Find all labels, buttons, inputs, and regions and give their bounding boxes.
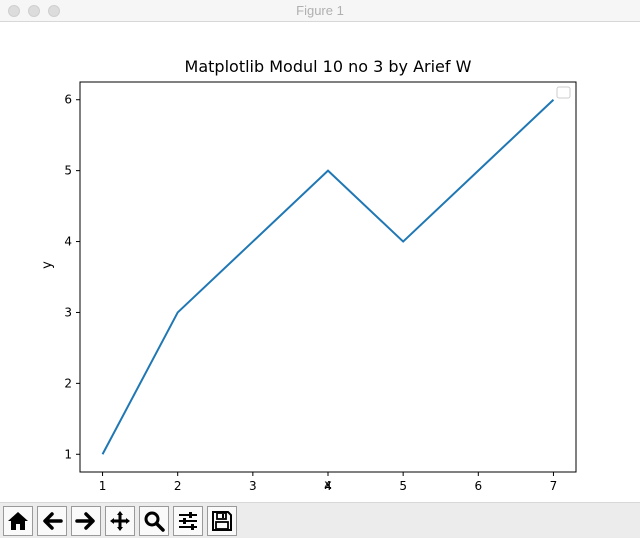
title-bar: Figure 1	[0, 0, 640, 22]
save-button[interactable]	[207, 506, 237, 536]
home-button[interactable]	[3, 506, 33, 536]
x-tick-label: 4	[324, 479, 332, 493]
pan-icon	[110, 511, 130, 531]
y-tick-label: 6	[64, 93, 72, 107]
save-icon	[212, 511, 232, 531]
chart-title: Matplotlib Modul 10 no 3 by Arief W	[185, 57, 472, 76]
navigation-toolbar	[0, 502, 640, 538]
legend-box	[556, 86, 571, 99]
zoom-icon	[144, 511, 165, 532]
y-tick-label: 2	[64, 376, 72, 390]
x-tick-label: 3	[249, 479, 257, 493]
x-tick-label: 1	[99, 479, 107, 493]
home-icon	[8, 512, 28, 530]
x-tick-label: 6	[474, 479, 482, 493]
back-arrow-icon	[43, 512, 63, 530]
x-tick-label: 2	[174, 479, 182, 493]
x-tick-label: 7	[550, 479, 558, 493]
close-window-button[interactable]	[8, 5, 20, 17]
forward-arrow-icon	[75, 512, 95, 530]
figure-canvas[interactable]: Matplotlib Modul 10 no 3 by Arief W 1 2 3 4…	[0, 22, 640, 502]
y-tick-label: 1	[64, 447, 72, 461]
line-chart: Matplotlib Modul 10 no 3 by Arief W 1 2 3 4…	[40, 57, 577, 493]
zoom-button[interactable]	[139, 506, 169, 536]
series-line	[101, 98, 555, 455]
plot-area	[79, 81, 577, 473]
minimize-window-button[interactable]	[28, 5, 40, 17]
y-tick-label: 4	[64, 235, 72, 249]
y-tick-label: 3	[64, 305, 72, 319]
configure-subplots-icon	[179, 512, 197, 530]
y-axis-label: y	[40, 261, 55, 269]
back-button[interactable]	[37, 506, 67, 536]
zoom-window-button[interactable]	[48, 5, 60, 17]
window-title: Figure 1	[296, 3, 344, 18]
pan-button[interactable]	[105, 506, 135, 536]
configure-subplots-button[interactable]	[173, 506, 203, 536]
x-axis-label: x	[324, 478, 332, 493]
y-tick-label: 5	[64, 164, 72, 178]
x-tick-label: 5	[399, 479, 407, 493]
forward-button[interactable]	[71, 506, 101, 536]
